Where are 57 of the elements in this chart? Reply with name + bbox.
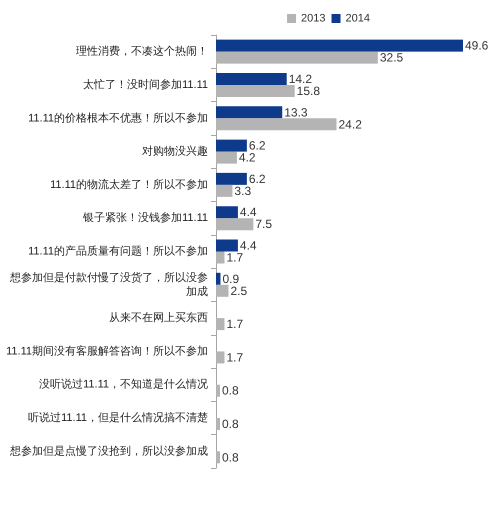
bar xyxy=(216,240,238,252)
bar xyxy=(216,252,224,264)
y-tick-label: 从来不在网上买东西 xyxy=(109,311,208,324)
bar xyxy=(216,118,337,130)
y-tick-label: 理性消费，不凑这个热闹！ xyxy=(76,44,208,58)
data-label: 0.8 xyxy=(222,417,239,432)
bar xyxy=(216,152,237,164)
data-label: 4.4 xyxy=(240,238,257,252)
data-label: 6.2 xyxy=(248,172,266,186)
bar xyxy=(216,384,220,397)
bar xyxy=(216,72,287,85)
y-tick-label: 对购物没兴趣 xyxy=(142,144,208,158)
data-label: 24.2 xyxy=(338,117,362,132)
data-label: 13.3 xyxy=(284,105,308,120)
bar xyxy=(216,318,224,330)
bar xyxy=(216,184,232,197)
data-label: 15.8 xyxy=(296,84,320,98)
bar xyxy=(216,206,238,218)
legend-label: 2013 xyxy=(301,12,326,24)
data-label: 14.2 xyxy=(288,72,312,86)
data-label: 1.7 xyxy=(226,350,244,364)
y-tick-label: 11.11的价格根本不优惠！所以不参加 xyxy=(28,111,208,124)
y-tick-label: 11.11的产品质量有问题！所以不参加 xyxy=(28,244,208,258)
bar xyxy=(216,52,378,64)
data-label: 32.5 xyxy=(380,50,404,65)
y-tick-label: 银子紧张！没钱参加11.11 xyxy=(82,211,208,224)
data-label: 2.5 xyxy=(230,284,248,298)
bar xyxy=(216,272,220,285)
bar xyxy=(216,40,463,52)
data-label: 49.6 xyxy=(465,38,489,53)
data-label: 3.3 xyxy=(234,184,252,198)
bar xyxy=(216,284,228,297)
y-tick-label: 11.11的物流太差了！所以不参加 xyxy=(50,178,208,191)
bar xyxy=(216,172,247,185)
data-label: 0.9 xyxy=(222,272,240,286)
bar xyxy=(216,84,295,97)
y-tick-label: 想参加但是付款付慢了没货了，所以没参加成 xyxy=(9,270,208,298)
y-tick-label: 太忙了！没时间参加11.11 xyxy=(83,78,208,91)
data-label: 4.4 xyxy=(240,205,257,220)
y-tick-label: 没听说过11.11，不知道是什么情况 xyxy=(39,378,208,391)
bar xyxy=(216,106,282,118)
bar xyxy=(216,451,220,464)
y-tick-label: 想参加但是点慢了没抢到，所以没参加成 xyxy=(9,444,208,458)
legend-label: 2014 xyxy=(346,12,370,24)
data-label: 0.8 xyxy=(222,384,239,398)
bar xyxy=(216,140,247,152)
y-tick-label: 听说过11.11，但是什么情况搞不清楚 xyxy=(28,411,208,424)
y-tick-label: 11.11期间没有客服解答咨询！所以不参加 xyxy=(6,344,208,358)
data-label: 4.2 xyxy=(238,150,256,165)
data-label: 7.5 xyxy=(255,217,272,232)
data-label: 1.7 xyxy=(226,250,244,264)
bar xyxy=(216,218,254,230)
bar xyxy=(216,418,220,430)
data-label: 6.2 xyxy=(248,138,266,153)
data-label: 1.7 xyxy=(226,317,244,332)
data-label: 0.8 xyxy=(222,450,239,464)
bar xyxy=(216,351,224,364)
